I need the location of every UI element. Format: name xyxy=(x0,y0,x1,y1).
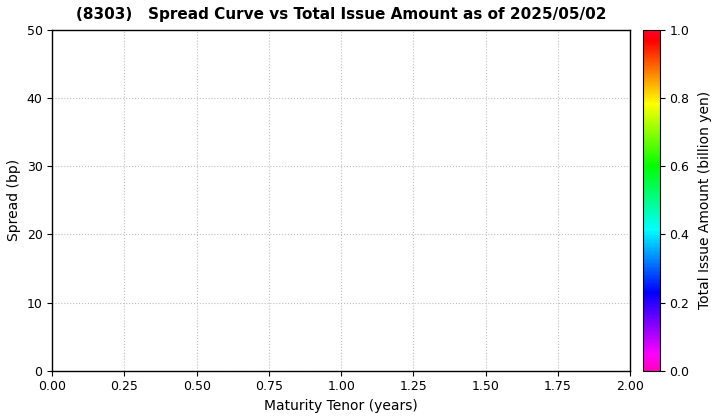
Y-axis label: Total Issue Amount (billion yen): Total Issue Amount (billion yen) xyxy=(698,92,711,310)
Y-axis label: Spread (bp): Spread (bp) xyxy=(7,159,21,242)
X-axis label: Maturity Tenor (years): Maturity Tenor (years) xyxy=(264,399,418,413)
Title: (8303)   Spread Curve vs Total Issue Amount as of 2025/05/02: (8303) Spread Curve vs Total Issue Amoun… xyxy=(76,7,606,22)
